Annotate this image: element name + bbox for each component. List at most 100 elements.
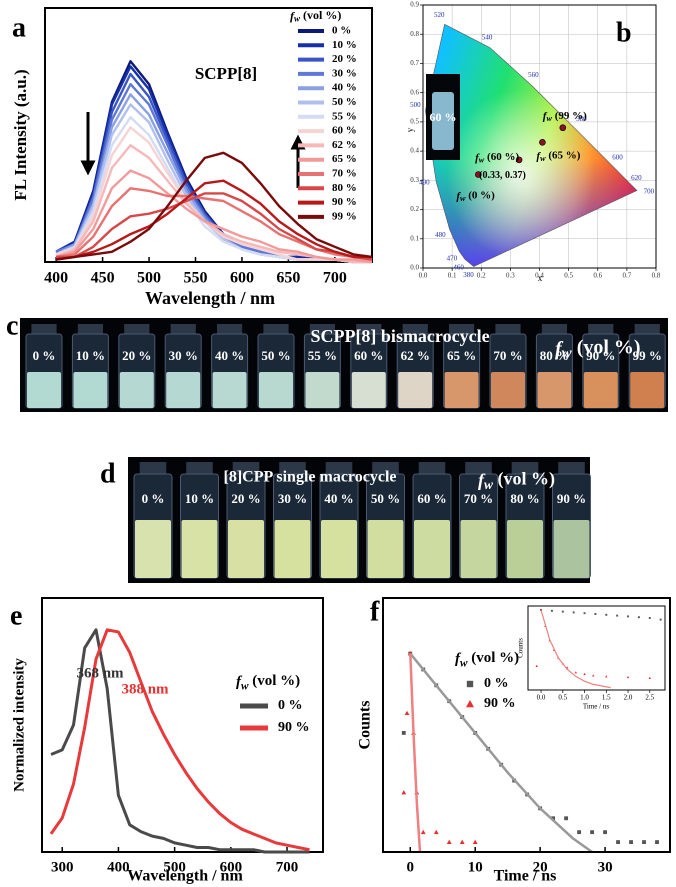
y-tick-label: 0.9 bbox=[410, 1, 419, 9]
x-tick-label: 0.8 bbox=[652, 272, 661, 280]
data-point bbox=[605, 613, 608, 616]
vial-liquid bbox=[553, 520, 590, 578]
wavelength-label: 540 bbox=[482, 33, 493, 41]
vial-cap bbox=[372, 462, 399, 474]
data-point bbox=[446, 839, 452, 844]
series-line bbox=[49, 628, 310, 852]
vial-label: 70 % bbox=[464, 491, 493, 506]
wavelength-label: 380 bbox=[463, 271, 474, 279]
x-tick-label: 500 bbox=[137, 270, 161, 287]
x-tick-label: 450 bbox=[91, 270, 115, 287]
legend-title: fw (vol %) bbox=[290, 8, 341, 24]
plot-frame bbox=[527, 605, 666, 691]
vial-liquid bbox=[414, 520, 450, 578]
vial-cap bbox=[558, 462, 585, 474]
vial-label: 60 % bbox=[417, 491, 446, 506]
wavelength-label: 460 bbox=[453, 263, 464, 271]
vial-label: 70 % bbox=[493, 348, 522, 363]
data-point bbox=[404, 710, 410, 716]
vial-cap bbox=[634, 324, 660, 334]
y-tick-label: 0.6 bbox=[410, 88, 419, 96]
data-point bbox=[583, 612, 586, 615]
vial-cap bbox=[309, 324, 335, 334]
vial-label: 0 % bbox=[33, 348, 56, 363]
vial-label: 40 % bbox=[324, 491, 353, 506]
fit-line bbox=[409, 653, 422, 853]
panel-label: b bbox=[616, 17, 632, 48]
vial-label: 0 % bbox=[142, 491, 165, 506]
x-tick-label: 0.2 bbox=[477, 272, 486, 280]
data-point bbox=[629, 840, 633, 844]
point-label: fw (99 %) bbox=[543, 109, 587, 123]
y-tick-label: 0.7 bbox=[410, 59, 419, 67]
wavelength-label: 580 bbox=[576, 115, 587, 123]
x-axis-label: x bbox=[538, 273, 543, 283]
x-tick-label: 600 bbox=[220, 859, 243, 875]
data-point bbox=[561, 610, 564, 613]
x-tick-label: 0.0 bbox=[419, 272, 428, 280]
y-tick-label: 0.2 bbox=[410, 205, 419, 213]
legend-label: 90 % bbox=[332, 196, 357, 208]
wavelength-label: 560 bbox=[528, 71, 539, 79]
x-tick-label: 600 bbox=[230, 270, 254, 287]
vial-cap bbox=[465, 462, 492, 474]
wavelength-label: 490 bbox=[419, 179, 430, 187]
data-point bbox=[648, 676, 651, 679]
vial-liquid bbox=[367, 520, 404, 578]
vial-cap bbox=[495, 324, 521, 334]
inset-vial bbox=[432, 92, 454, 150]
vial-liquid bbox=[212, 372, 247, 408]
panel-label: c bbox=[6, 310, 18, 341]
vial-cap bbox=[170, 324, 196, 334]
data-point bbox=[420, 829, 426, 835]
series-line bbox=[56, 192, 373, 261]
vial-liquid bbox=[73, 372, 108, 408]
wavelength-label: 700 bbox=[644, 188, 655, 196]
vial-cap bbox=[449, 324, 475, 334]
legend-label: 20 % bbox=[332, 53, 357, 65]
point-label: fw (65 %) bbox=[536, 149, 580, 163]
wavelength-label: 620 bbox=[631, 174, 642, 182]
wavelength-label: 470 bbox=[447, 255, 458, 263]
data-point bbox=[472, 839, 478, 844]
data-point bbox=[572, 611, 575, 614]
wavelength-label: 520 bbox=[434, 11, 445, 19]
vial-liquid bbox=[119, 372, 154, 408]
data-point bbox=[590, 830, 595, 835]
x-axis-label: Wavelength / nm bbox=[145, 288, 275, 308]
x-axis-label: Time / ns bbox=[583, 703, 609, 711]
vial-cap bbox=[124, 324, 150, 334]
point-label: fw (60 %) bbox=[475, 151, 519, 165]
y-axis-label: Counts bbox=[357, 701, 374, 750]
data-point bbox=[627, 615, 629, 618]
data-point bbox=[655, 840, 659, 844]
vial-cap bbox=[186, 462, 213, 474]
x-tick-label: 550 bbox=[183, 270, 207, 287]
panel-label: d bbox=[100, 458, 116, 489]
legend-label: 30 % bbox=[332, 67, 357, 79]
vial-label: 99 % bbox=[633, 348, 662, 363]
y-tick-label: 0.3 bbox=[410, 176, 419, 184]
photo-legend: fw (vol %) bbox=[555, 336, 641, 362]
panel-label: f bbox=[370, 596, 380, 627]
data-point bbox=[564, 816, 569, 821]
x-tick-label: 500 bbox=[163, 859, 186, 875]
vial-cap bbox=[31, 324, 57, 334]
legend-label: 80 % bbox=[332, 182, 357, 194]
data-point bbox=[592, 674, 595, 677]
vial-label: 30 % bbox=[169, 348, 198, 363]
legend-label: 50 % bbox=[332, 96, 357, 108]
vial-cap bbox=[325, 462, 353, 474]
vial-liquid bbox=[228, 520, 264, 578]
data-point bbox=[433, 829, 439, 835]
vial-liquid bbox=[460, 520, 497, 578]
point-label: fw (0 %) bbox=[456, 189, 495, 203]
x-tick-label: 30 bbox=[598, 859, 613, 875]
data-point bbox=[616, 840, 620, 844]
x-tick-label: 0.0 bbox=[537, 694, 546, 702]
vial-cap bbox=[217, 324, 243, 334]
x-tick-label: 400 bbox=[44, 270, 68, 287]
wavelength-label: 500 bbox=[410, 101, 421, 109]
x-tick-label: 1.5 bbox=[602, 694, 611, 702]
